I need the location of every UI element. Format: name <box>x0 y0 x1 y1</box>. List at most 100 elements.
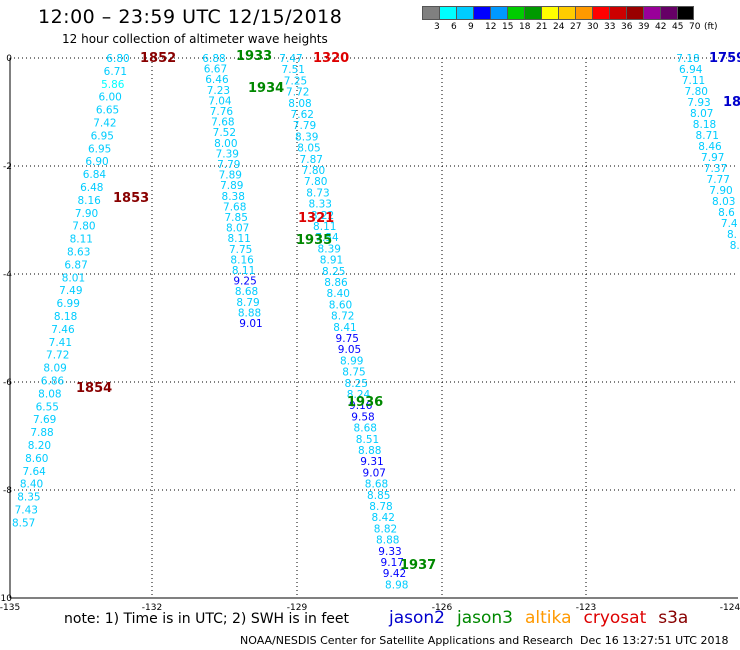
swh-value: 6.86 <box>41 376 65 388</box>
legend-label: 27 <box>570 22 582 32</box>
swh-value: 8.40 <box>20 479 43 491</box>
swh-value: 6.00 <box>98 92 121 104</box>
satellite-label-altika: altika <box>525 608 572 628</box>
swh-value: 8.03 <box>712 196 735 208</box>
swh-value: 6.48 <box>80 182 103 194</box>
satellite-label-jason2: jason2 <box>389 608 445 628</box>
swh-value: 8.98 <box>385 579 408 591</box>
page-subtitle: 12 hour collection of altimeter wave hei… <box>62 32 328 46</box>
legend-swatch <box>524 6 541 20</box>
swh-value: 8.41 <box>333 322 356 334</box>
swh-value: 7.68 <box>211 117 234 129</box>
swh-value: 8.68 <box>354 423 377 435</box>
pass-time-label: 1934 <box>248 81 284 96</box>
pass-time-label: 1935 <box>296 233 332 248</box>
legend-label: 42 <box>655 22 667 32</box>
swh-value: 7.49 <box>59 285 82 297</box>
legend-swatch <box>541 6 558 20</box>
swh-value: 9.33 <box>378 546 401 558</box>
swh-value: 6.84 <box>83 169 107 181</box>
legend-swatch <box>473 6 490 20</box>
swh-value: 8.00 <box>214 138 237 150</box>
swh-value: 9.16 <box>349 400 373 412</box>
legend-swatch <box>643 6 660 20</box>
y-tick-label: -4 <box>3 270 12 280</box>
pass-time-label: 1933 <box>236 49 272 64</box>
swh-value: 8.35 <box>17 492 40 504</box>
swh-value: 8.22 <box>311 210 334 222</box>
swh-value: 6.71 <box>104 66 127 78</box>
swh-value: 8.88 <box>238 307 261 319</box>
legend-swatch <box>490 6 507 20</box>
swh-value: 7.37 <box>704 163 727 175</box>
swh-value: 6.67 <box>204 64 227 76</box>
y-tick-label: -8 <box>3 486 12 496</box>
legend-label: 18 <box>519 22 531 32</box>
swh-value: 8.51 <box>356 434 379 446</box>
legend-swatches <box>422 6 694 20</box>
swh-value: 7.89 <box>219 170 242 182</box>
swh-value: 7.52 <box>213 127 236 139</box>
swh-value: 8.09 <box>43 363 66 375</box>
pass-time-label: 1320 <box>313 51 349 66</box>
legend-label: 21 <box>536 22 548 32</box>
swh-value: 6.95 <box>91 130 114 142</box>
legend-label: 30 <box>587 22 599 32</box>
y-tick-label: -10 <box>0 594 12 604</box>
swh-value: 8.18 <box>54 311 77 323</box>
swh-value: 7.72 <box>286 87 309 99</box>
legend-swatch <box>677 6 694 20</box>
legend-label: 3 <box>434 22 440 32</box>
swh-value: 7.64 <box>22 466 46 478</box>
swh-value: 7.72 <box>46 350 69 362</box>
swh-value: 7.87 <box>300 154 323 166</box>
swh-value: 8.71 <box>696 130 719 142</box>
legend-unit: (ft) <box>704 22 718 32</box>
swh-value: 6.95 <box>88 143 111 155</box>
swh-value: 6.80 <box>106 53 129 65</box>
swh-value: 8.6 <box>718 207 735 219</box>
credit-text: NOAA/NESDIS Center for Satellite Applica… <box>240 634 574 647</box>
x-tick-label: -126 <box>432 603 453 613</box>
pass-time-label: 1759 <box>709 51 740 66</box>
swh-value: 8.57 <box>12 517 35 529</box>
swh-value: 7.97 <box>701 152 724 164</box>
legend-swatch <box>660 6 677 20</box>
swh-value: 8.01 <box>62 272 85 284</box>
swh-value: 8.11 <box>70 234 93 246</box>
swh-value: 8.88 <box>376 535 399 547</box>
swh-value: 8.60 <box>25 453 48 465</box>
swh-value: 9.07 <box>363 467 386 479</box>
swh-value: 8.85 <box>367 490 390 502</box>
swh-value: 6.46 <box>205 74 229 86</box>
swh-value: 8.68 <box>365 479 388 491</box>
pass-time-label: 1852 <box>140 51 176 66</box>
swh-value: 6.94 <box>679 64 703 76</box>
swh-value: 8.39 <box>318 243 341 255</box>
x-tick-label: -123 <box>576 603 596 613</box>
swh-value: 7.43 <box>15 505 38 517</box>
swh-value: 9.01 <box>239 318 262 330</box>
swh-value: 7.80 <box>685 86 708 98</box>
swh-value: 8.40 <box>327 288 350 300</box>
legend-swatch <box>626 6 643 20</box>
swh-value: 9.05 <box>338 344 361 356</box>
legend-label: 15 <box>502 22 514 32</box>
swh-value: 8.08 <box>38 388 61 400</box>
swh-value: 8.24 <box>347 389 371 401</box>
page-title: 12:00 – 23:59 UTC 12/15/2018 <box>38 6 343 28</box>
swh-value: 8.88 <box>358 445 381 457</box>
color-scale-legend: 3 6 9 12 15 18 21 24 27 30 33 36 39 42 45 70 (ft) <box>422 6 718 34</box>
swh-value: 7.90 <box>75 208 98 220</box>
swh-value: 8.18 <box>693 119 716 131</box>
pass-time-label: 1854 <box>76 381 112 396</box>
x-tick-label: -132 <box>142 603 162 613</box>
swh-value: 7.69 <box>33 414 56 426</box>
swh-value: 7.93 <box>687 97 710 109</box>
legend-swatch <box>592 6 609 20</box>
swh-value: 7.25 <box>284 75 307 87</box>
timestamp-text: Dec 16 13:27:51 UTC 2018 <box>580 634 729 647</box>
swh-value: 6.90 <box>85 156 108 168</box>
swh-value: 8.99 <box>340 355 363 367</box>
